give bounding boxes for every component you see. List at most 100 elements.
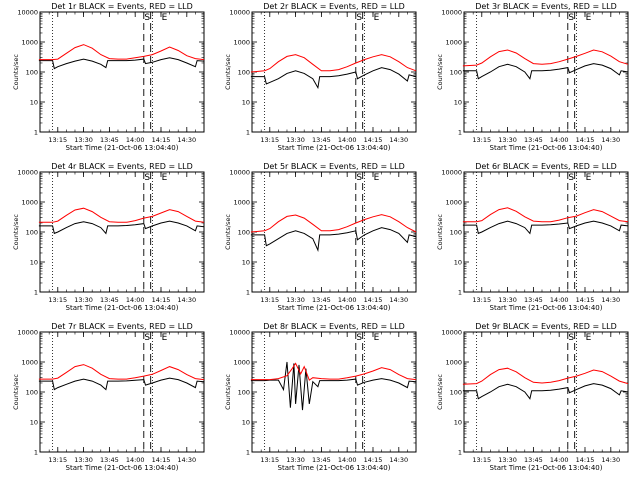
x-tick-label: 13:15 (260, 296, 279, 304)
x-tick-label: 14:00 (338, 136, 357, 144)
plot-frame (251, 171, 417, 293)
y-tick-label: 10 (242, 259, 250, 267)
y-axis-label: Counts/sec (436, 54, 444, 90)
x-tick-label: 14:15 (152, 456, 171, 464)
marker-e: E (374, 13, 380, 23)
series-line-lld (38, 364, 205, 381)
x-tick-label: 14:30 (601, 296, 620, 304)
x-axis-label: Start Time (21-Oct-06 13:04:40) (490, 304, 603, 312)
y-tick-label: 10 (30, 99, 38, 107)
x-axis-label: Start Time (21-Oct-06 13:04:40) (278, 304, 391, 312)
series-line-lld (462, 367, 629, 385)
x-axis-label: Start Time (21-Oct-06 13:04:40) (66, 304, 179, 312)
plot-frame (251, 331, 417, 453)
y-tick-label: 1000 (21, 199, 38, 207)
x-tick-label: 13:45 (312, 136, 331, 144)
plot-frame (463, 171, 629, 293)
y-tick-label: 1 (34, 289, 38, 297)
y-tick-label: 100 (26, 229, 38, 237)
x-tick-label: 13:45 (524, 456, 543, 464)
marker-e: E (374, 173, 380, 183)
series-line-lld (38, 207, 205, 223)
y-axis-label: Counts/sec (12, 214, 20, 250)
x-tick-label: 14:15 (576, 456, 595, 464)
x-tick-label: 14:00 (550, 456, 569, 464)
panel-title: Det 9r BLACK = Events, RED = LLD (475, 322, 617, 331)
marker-s: S (356, 333, 362, 343)
y-axis-label: Counts/sec (224, 214, 232, 250)
y-tick-label: 100 (26, 389, 38, 397)
plot-frame (463, 11, 629, 133)
x-tick-label: 14:15 (576, 296, 595, 304)
x-tick-label: 14:00 (126, 456, 145, 464)
x-tick-label: 14:15 (152, 136, 171, 144)
y-tick-label: 10000 (441, 9, 462, 17)
marker-s: S (144, 333, 150, 343)
marker-e: E (374, 333, 380, 343)
plot-frame (39, 171, 205, 293)
plot-frame (39, 11, 205, 133)
x-tick-label: 13:30 (74, 456, 93, 464)
x-tick-label: 13:15 (48, 456, 67, 464)
y-tick-label: 1000 (233, 359, 250, 367)
x-tick-label: 14:00 (338, 456, 357, 464)
y-tick-label: 1000 (21, 39, 38, 47)
series-line-lld (462, 207, 629, 223)
marker-e: E (586, 13, 592, 23)
x-axis-label: Start Time (21-Oct-06 13:04:40) (490, 144, 603, 152)
x-tick-label: 13:45 (312, 456, 331, 464)
y-tick-label: 10 (454, 419, 462, 427)
series-line-lld (250, 214, 417, 233)
y-tick-label: 1 (246, 449, 250, 457)
y-tick-label: 10000 (229, 169, 250, 177)
series-line-events (250, 227, 417, 252)
y-tick-label: 100 (26, 69, 38, 77)
panel-det-4: Det 4r BLACK = Events, RED = LLD 1 10 100 10… (12, 162, 205, 312)
y-tick-label: 10 (30, 419, 38, 427)
y-tick-label: 1000 (445, 199, 462, 207)
x-tick-label: 13:45 (100, 456, 119, 464)
marker-s: S (144, 173, 150, 183)
x-tick-label: 14:15 (152, 296, 171, 304)
x-tick-label: 13:30 (286, 456, 305, 464)
panel-det-7: Det 7r BLACK = Events, RED = LLD 1 10 100 10… (12, 322, 205, 472)
series-line-events (462, 220, 629, 235)
panel-title: Det 6r BLACK = Events, RED = LLD (475, 162, 617, 171)
x-tick-label: 14:30 (601, 136, 620, 144)
x-tick-label: 14:00 (550, 296, 569, 304)
x-tick-label: 13:45 (524, 136, 543, 144)
x-tick-label: 13:30 (286, 136, 305, 144)
x-tick-label: 13:30 (498, 136, 517, 144)
panel-title: Det 7r BLACK = Events, RED = LLD (51, 322, 193, 331)
x-axis-label: Start Time (21-Oct-06 13:04:40) (278, 464, 391, 472)
x-tick-label: 14:00 (126, 136, 145, 144)
marker-s: S (568, 173, 574, 183)
y-tick-label: 1000 (445, 359, 462, 367)
y-axis-label: Counts/sec (436, 374, 444, 410)
marker-s: S (356, 13, 362, 23)
series-line-events (250, 361, 417, 411)
series-line-events (38, 57, 205, 70)
y-tick-label: 10000 (441, 329, 462, 337)
x-tick-label: 14:15 (364, 456, 383, 464)
marker-s: S (144, 13, 150, 23)
x-tick-label: 13:30 (498, 296, 517, 304)
panel-title: Det 3r BLACK = Events, RED = LLD (475, 2, 617, 11)
y-tick-label: 10 (454, 259, 462, 267)
y-tick-label: 1000 (21, 359, 38, 367)
marker-e: E (586, 333, 592, 343)
y-axis-label: Counts/sec (12, 54, 20, 90)
x-tick-label: 13:15 (48, 136, 67, 144)
y-tick-label: 1000 (233, 39, 250, 47)
y-axis-label: Counts/sec (436, 214, 444, 250)
y-tick-label: 100 (238, 389, 250, 397)
marker-s: S (568, 333, 574, 343)
x-tick-label: 14:30 (389, 136, 408, 144)
panel-title: Det 8r BLACK = Events, RED = LLD (263, 322, 405, 331)
x-tick-label: 13:15 (472, 136, 491, 144)
x-tick-label: 13:15 (260, 456, 279, 464)
y-axis-label: Counts/sec (224, 374, 232, 410)
y-tick-label: 10000 (17, 329, 38, 337)
series-line-events (38, 377, 205, 391)
